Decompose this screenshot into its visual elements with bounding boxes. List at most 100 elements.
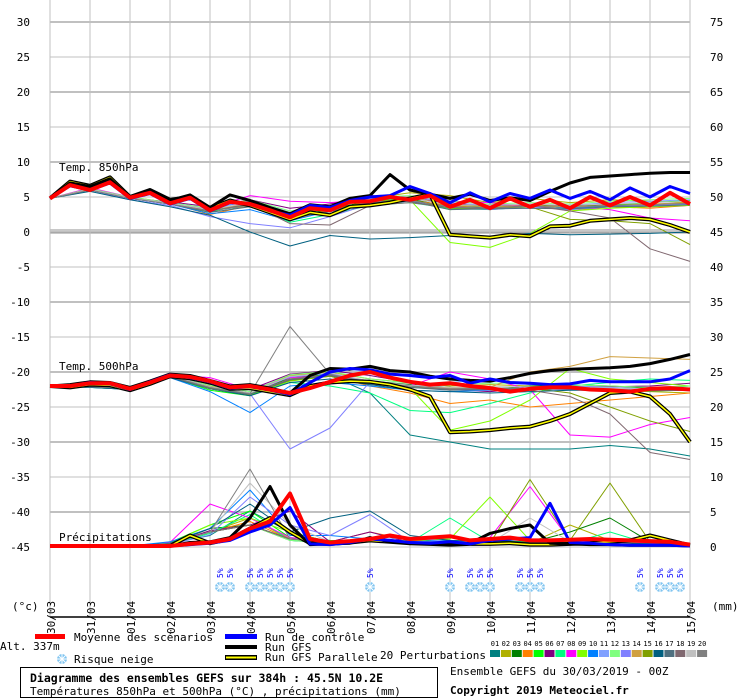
legend-parallel-label: Run GFS Parallele xyxy=(265,651,378,664)
date-tick-label: 13/04 xyxy=(605,601,618,634)
perturbation-legend-id: 01 xyxy=(491,640,499,648)
snow-risk-marker: 5% xyxy=(275,568,285,592)
snow-risk-marker: 5% xyxy=(465,568,475,592)
perturbation-legend-swatch xyxy=(642,650,653,657)
date-tick-label: 07/04 xyxy=(365,601,378,634)
chart-subtitle: Températures 850hPa et 500hPa (°C) , pré… xyxy=(30,685,401,698)
left-tick-label: -30 xyxy=(10,436,30,449)
perturbation-legend-id: 20 xyxy=(698,640,706,648)
run-info: Ensemble GEFS du 30/03/2019 - 00Z xyxy=(450,665,669,678)
snow-risk-marker: 5% xyxy=(635,568,645,592)
left-tick-label: -15 xyxy=(10,331,30,344)
date-tick-label: 31/03 xyxy=(85,601,98,634)
left-tick-label: 15 xyxy=(17,121,30,134)
main-run-lines xyxy=(48,171,692,548)
left-tick-label: -20 xyxy=(10,366,30,379)
date-tick-label: 15/04 xyxy=(685,601,698,634)
perturbation-legend-id: 03 xyxy=(513,640,521,648)
legend-control-label: Run de contrôle xyxy=(265,631,364,644)
date-tick-label: 09/04 xyxy=(445,601,458,634)
perturbation-legend-swatch xyxy=(490,650,500,657)
left-tick-label: 30 xyxy=(17,16,30,29)
right-tick-label: 65 xyxy=(710,86,723,99)
legend-control-swatch xyxy=(225,634,257,639)
legend-mean-label: Moyenne des scénarios xyxy=(74,631,213,644)
date-tick-label: 04/04 xyxy=(245,601,258,634)
date-tick-label: 11/04 xyxy=(525,601,538,634)
left-tick-label: -10 xyxy=(10,296,30,309)
perturbation-legend-id: 19 xyxy=(687,640,695,648)
snowflake-icon-arms xyxy=(285,582,295,592)
perturbation-legend-swatch xyxy=(577,650,588,657)
right-tick-label: 20 xyxy=(710,401,723,414)
copyright: Copyright 2019 Meteociel.fr xyxy=(450,684,629,697)
snow-risk-marker: 5% xyxy=(665,568,675,592)
snowflake-icon-arms xyxy=(635,582,645,592)
perturbation-legend-swatch xyxy=(500,650,511,657)
snowflake-icon-arms xyxy=(675,582,685,592)
date-tick-label: 02/04 xyxy=(165,601,178,634)
snow-risk-probability: 5% xyxy=(216,568,225,578)
snow-risk-probability: 5% xyxy=(266,568,275,578)
snow-risk-probability: 5% xyxy=(486,568,495,578)
snow-risk-probability: 5% xyxy=(476,568,485,578)
right-tick-label: 70 xyxy=(710,51,723,64)
snow-risk-marker: 5% xyxy=(255,568,265,592)
chart-title: Diagramme des ensembles GEFS sur 384h : … xyxy=(30,671,384,685)
left-tick-label: -45 xyxy=(10,541,30,554)
snow-risk-marker: 5% xyxy=(445,568,455,592)
legend-parallel-swatch-inner xyxy=(226,656,256,659)
perturbation-legend-id: 04 xyxy=(523,640,531,648)
snow-risk-marker: 5% xyxy=(285,568,295,592)
perturbation-legend-id: 18 xyxy=(676,640,684,648)
perturbation-legend-swatch xyxy=(522,650,533,657)
perturbation-legend-swatch xyxy=(566,650,577,657)
perturbation-legend-id: 02 xyxy=(502,640,510,648)
left-tick-label: 0 xyxy=(23,226,30,239)
snow-risk-marker: 5% xyxy=(365,568,375,592)
perturbation-legend-swatch xyxy=(664,650,675,657)
snow-risk-probability: 5% xyxy=(656,568,665,578)
snow-risk-marker: 5% xyxy=(675,568,685,592)
perturbation-16-t850-line xyxy=(49,190,691,247)
left-tick-label: 25 xyxy=(17,51,30,64)
snow-risk-probability: 5% xyxy=(366,568,375,578)
date-tick-label: 05/04 xyxy=(285,601,298,634)
left-tick-label: -5 xyxy=(17,261,30,274)
snow-risk-probability: 5% xyxy=(516,568,525,578)
snow-risk-probability: 5% xyxy=(226,568,235,578)
perturbation-legend-swatch xyxy=(697,650,708,657)
snow-risk-probability: 5% xyxy=(286,568,295,578)
date-tick-label: 01/04 xyxy=(125,601,138,634)
left-tick-label: 5 xyxy=(23,191,30,204)
legend-gfs-swatch xyxy=(225,645,257,649)
snowflake-icon-arms xyxy=(365,582,375,592)
snow-risk-marker: 5% xyxy=(485,568,495,592)
perturbation-legend: 01 02 03 04 05 06 07 08 09 10 11 12 13 14 15 16 17 18 19 20 xyxy=(490,640,708,657)
snow-risk-marker: 5% xyxy=(245,568,255,592)
snow-risk-probability: 5% xyxy=(526,568,535,578)
perturbation-legend-id: 10 xyxy=(589,640,597,648)
perturbation-legend-id: 05 xyxy=(534,640,542,648)
snow-risk-marker: 5% xyxy=(215,568,225,592)
left-tick-label: -25 xyxy=(10,401,30,414)
snow-risk-marker: 5% xyxy=(475,568,485,592)
legend-mean-swatch xyxy=(35,634,65,639)
perturbation-legend-swatch xyxy=(544,650,555,657)
snow-risk-probability: 5% xyxy=(676,568,685,578)
right-tick-label: 35 xyxy=(710,296,723,309)
snowflake-icon-arms xyxy=(525,582,535,592)
snow-risk-probability: 5% xyxy=(276,568,285,578)
right-tick-label: 50 xyxy=(710,191,723,204)
right-tick-label: 75 xyxy=(710,16,723,29)
snow-risk-marker: 5% xyxy=(515,568,525,592)
perturbation-legend-swatch xyxy=(620,650,631,657)
perturbation-legend-swatch xyxy=(555,650,566,657)
snow-risk-probability: 5% xyxy=(446,568,455,578)
perturbation-legend-id: 11 xyxy=(600,640,608,648)
snow-risk-marker: 5% xyxy=(655,568,665,592)
left-tick-label: 20 xyxy=(17,86,30,99)
perturbation-legend-id: 16 xyxy=(654,640,662,648)
altitude-label: Alt. 337m xyxy=(0,640,60,653)
